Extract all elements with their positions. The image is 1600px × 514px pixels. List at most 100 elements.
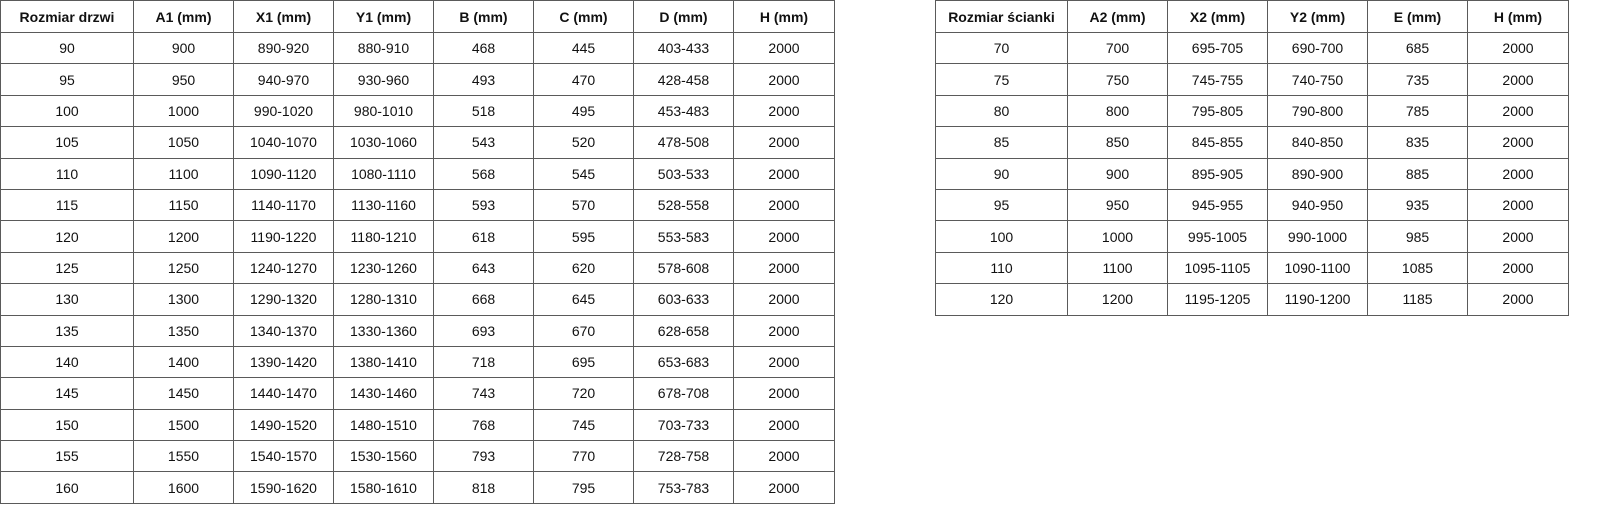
table-cell: 793 xyxy=(433,440,534,473)
table-cell: 1200 xyxy=(1067,283,1168,316)
table-cell: 1490-1520 xyxy=(233,408,334,442)
table-row: 70 700 695-705 690-700 685 2000 xyxy=(935,31,1569,65)
table-cell: 1390-1420 xyxy=(233,345,334,379)
table-cell: 1300 xyxy=(133,283,234,316)
table-cell: 2000 xyxy=(1467,63,1569,96)
table-cell: 1195-1205 xyxy=(1167,283,1268,316)
table-cell: 95 xyxy=(0,63,134,96)
table-cell: 1280-1310 xyxy=(333,283,434,316)
column-header: A1 (mm) xyxy=(133,0,234,33)
table-cell: 995-1005 xyxy=(1167,220,1268,253)
table-cell: 1590-1620 xyxy=(233,471,334,504)
table-cell: 1330-1360 xyxy=(333,314,434,347)
table-cell: 468 xyxy=(433,31,534,65)
table-cell: 115 xyxy=(0,188,134,222)
table-cell: 453-483 xyxy=(633,94,734,128)
table-cell: 770 xyxy=(533,440,634,473)
table-cell: 568 xyxy=(433,157,534,190)
table-cell: 668 xyxy=(433,283,534,316)
table-row: 115 1150 1140-1170 1130-1160 593 570 528-558 20… xyxy=(0,188,835,222)
table-cell: 2000 xyxy=(733,126,835,159)
table-cell: 985 xyxy=(1367,220,1468,253)
table-cell: 1030-1060 xyxy=(333,126,434,159)
table-cell: 95 xyxy=(935,188,1068,222)
column-header: D (mm) xyxy=(633,0,734,33)
column-header: H (mm) xyxy=(733,0,835,33)
table-row: 75 750 745-755 740-750 735 2000 xyxy=(935,63,1569,96)
table-cell: 1540-1570 xyxy=(233,440,334,473)
wall-dimensions-table: Rozmiar ścianki A2 (mm) X2 (mm) Y2 (mm) E (m… xyxy=(935,0,1569,316)
table-cell: 1580-1610 xyxy=(333,471,434,504)
table-cell: 850 xyxy=(1067,126,1168,159)
table-cell: 940-970 xyxy=(233,63,334,96)
column-header: A2 (mm) xyxy=(1067,0,1168,33)
table-cell: 478-508 xyxy=(633,126,734,159)
table-cell: 70 xyxy=(935,31,1068,65)
table-cell: 2000 xyxy=(733,408,835,442)
table-cell: 1090-1120 xyxy=(233,157,334,190)
table-cell: 720 xyxy=(533,377,634,410)
table-row: 100 1000 995-1005 990-1000 985 2000 xyxy=(935,220,1569,253)
table-cell: 940-950 xyxy=(1267,188,1368,222)
table-cell: 593 xyxy=(433,188,534,222)
table-row: 160 1600 1590-1620 1580-1610 818 795 753-783 20… xyxy=(0,471,835,504)
column-header: C (mm) xyxy=(533,0,634,33)
table-cell: 155 xyxy=(0,440,134,473)
table-cell: 1440-1470 xyxy=(233,377,334,410)
table-cell: 75 xyxy=(935,63,1068,96)
table-cell: 1600 xyxy=(133,471,234,504)
table-cell: 1050 xyxy=(133,126,234,159)
table-cell: 743 xyxy=(433,377,534,410)
table-cell: 740-750 xyxy=(1267,63,1368,96)
table-row: 90 900 895-905 890-900 885 2000 xyxy=(935,157,1569,190)
table-cell: 653-683 xyxy=(633,345,734,379)
table-row: 110 1100 1095-1105 1090-1100 1085 2000 xyxy=(935,251,1569,285)
table-cell: 2000 xyxy=(733,94,835,128)
column-header: E (mm) xyxy=(1367,0,1468,33)
table-row: 155 1550 1540-1570 1530-1560 793 770 728-758 20… xyxy=(0,440,835,473)
door-dimensions-table: Rozmiar drzwi A1 (mm) X1 (mm) Y1 (mm) B (mm)… xyxy=(0,0,835,504)
table-cell: 890-920 xyxy=(233,31,334,65)
table-cell: 845-855 xyxy=(1167,126,1268,159)
table-cell: 950 xyxy=(133,63,234,96)
table-cell: 2000 xyxy=(733,251,835,285)
header-row: Rozmiar ścianki A2 (mm) X2 (mm) Y2 (mm) E (m… xyxy=(935,0,1569,33)
table-cell: 603-633 xyxy=(633,283,734,316)
table-cell: 1100 xyxy=(133,157,234,190)
table-row: 135 1350 1340-1370 1330-1360 693 670 628-658 20… xyxy=(0,314,835,347)
table-row: 140 1400 1390-1420 1380-1410 718 695 653-683 20… xyxy=(0,345,835,379)
table-cell: 745-755 xyxy=(1167,63,1268,96)
table-cell: 990-1020 xyxy=(233,94,334,128)
table-cell: 890-900 xyxy=(1267,157,1368,190)
table-cell: 80 xyxy=(935,94,1068,128)
column-header: H (mm) xyxy=(1467,0,1569,33)
table-cell: 2000 xyxy=(733,345,835,379)
table-row: 120 1200 1195-1205 1190-1200 1185 2000 xyxy=(935,283,1569,316)
table-cell: 645 xyxy=(533,283,634,316)
table-cell: 135 xyxy=(0,314,134,347)
table-cell: 1380-1410 xyxy=(333,345,434,379)
table-row: 120 1200 1190-1220 1180-1210 618 595 553-583 20… xyxy=(0,220,835,253)
table-cell: 900 xyxy=(133,31,234,65)
table-cell: 1250 xyxy=(133,251,234,285)
table-cell: 2000 xyxy=(1467,126,1569,159)
table-cell: 1000 xyxy=(1067,220,1168,253)
table-cell: 2000 xyxy=(733,283,835,316)
table-cell: 768 xyxy=(433,408,534,442)
table-cell: 2000 xyxy=(1467,31,1569,65)
table-row: 95 950 945-955 940-950 935 2000 xyxy=(935,188,1569,222)
table-cell: 980-1010 xyxy=(333,94,434,128)
table-cell: 1040-1070 xyxy=(233,126,334,159)
table-cell: 528-558 xyxy=(633,188,734,222)
table-cell: 800 xyxy=(1067,94,1168,128)
table-cell: 895-905 xyxy=(1167,157,1268,190)
table-cell: 695-705 xyxy=(1167,31,1268,65)
table-cell: 1140-1170 xyxy=(233,188,334,222)
table-cell: 2000 xyxy=(733,157,835,190)
table-cell: 1230-1260 xyxy=(333,251,434,285)
table-cell: 403-433 xyxy=(633,31,734,65)
table-cell: 90 xyxy=(0,31,134,65)
column-header: B (mm) xyxy=(433,0,534,33)
table-cell: 445 xyxy=(533,31,634,65)
table-cell: 150 xyxy=(0,408,134,442)
